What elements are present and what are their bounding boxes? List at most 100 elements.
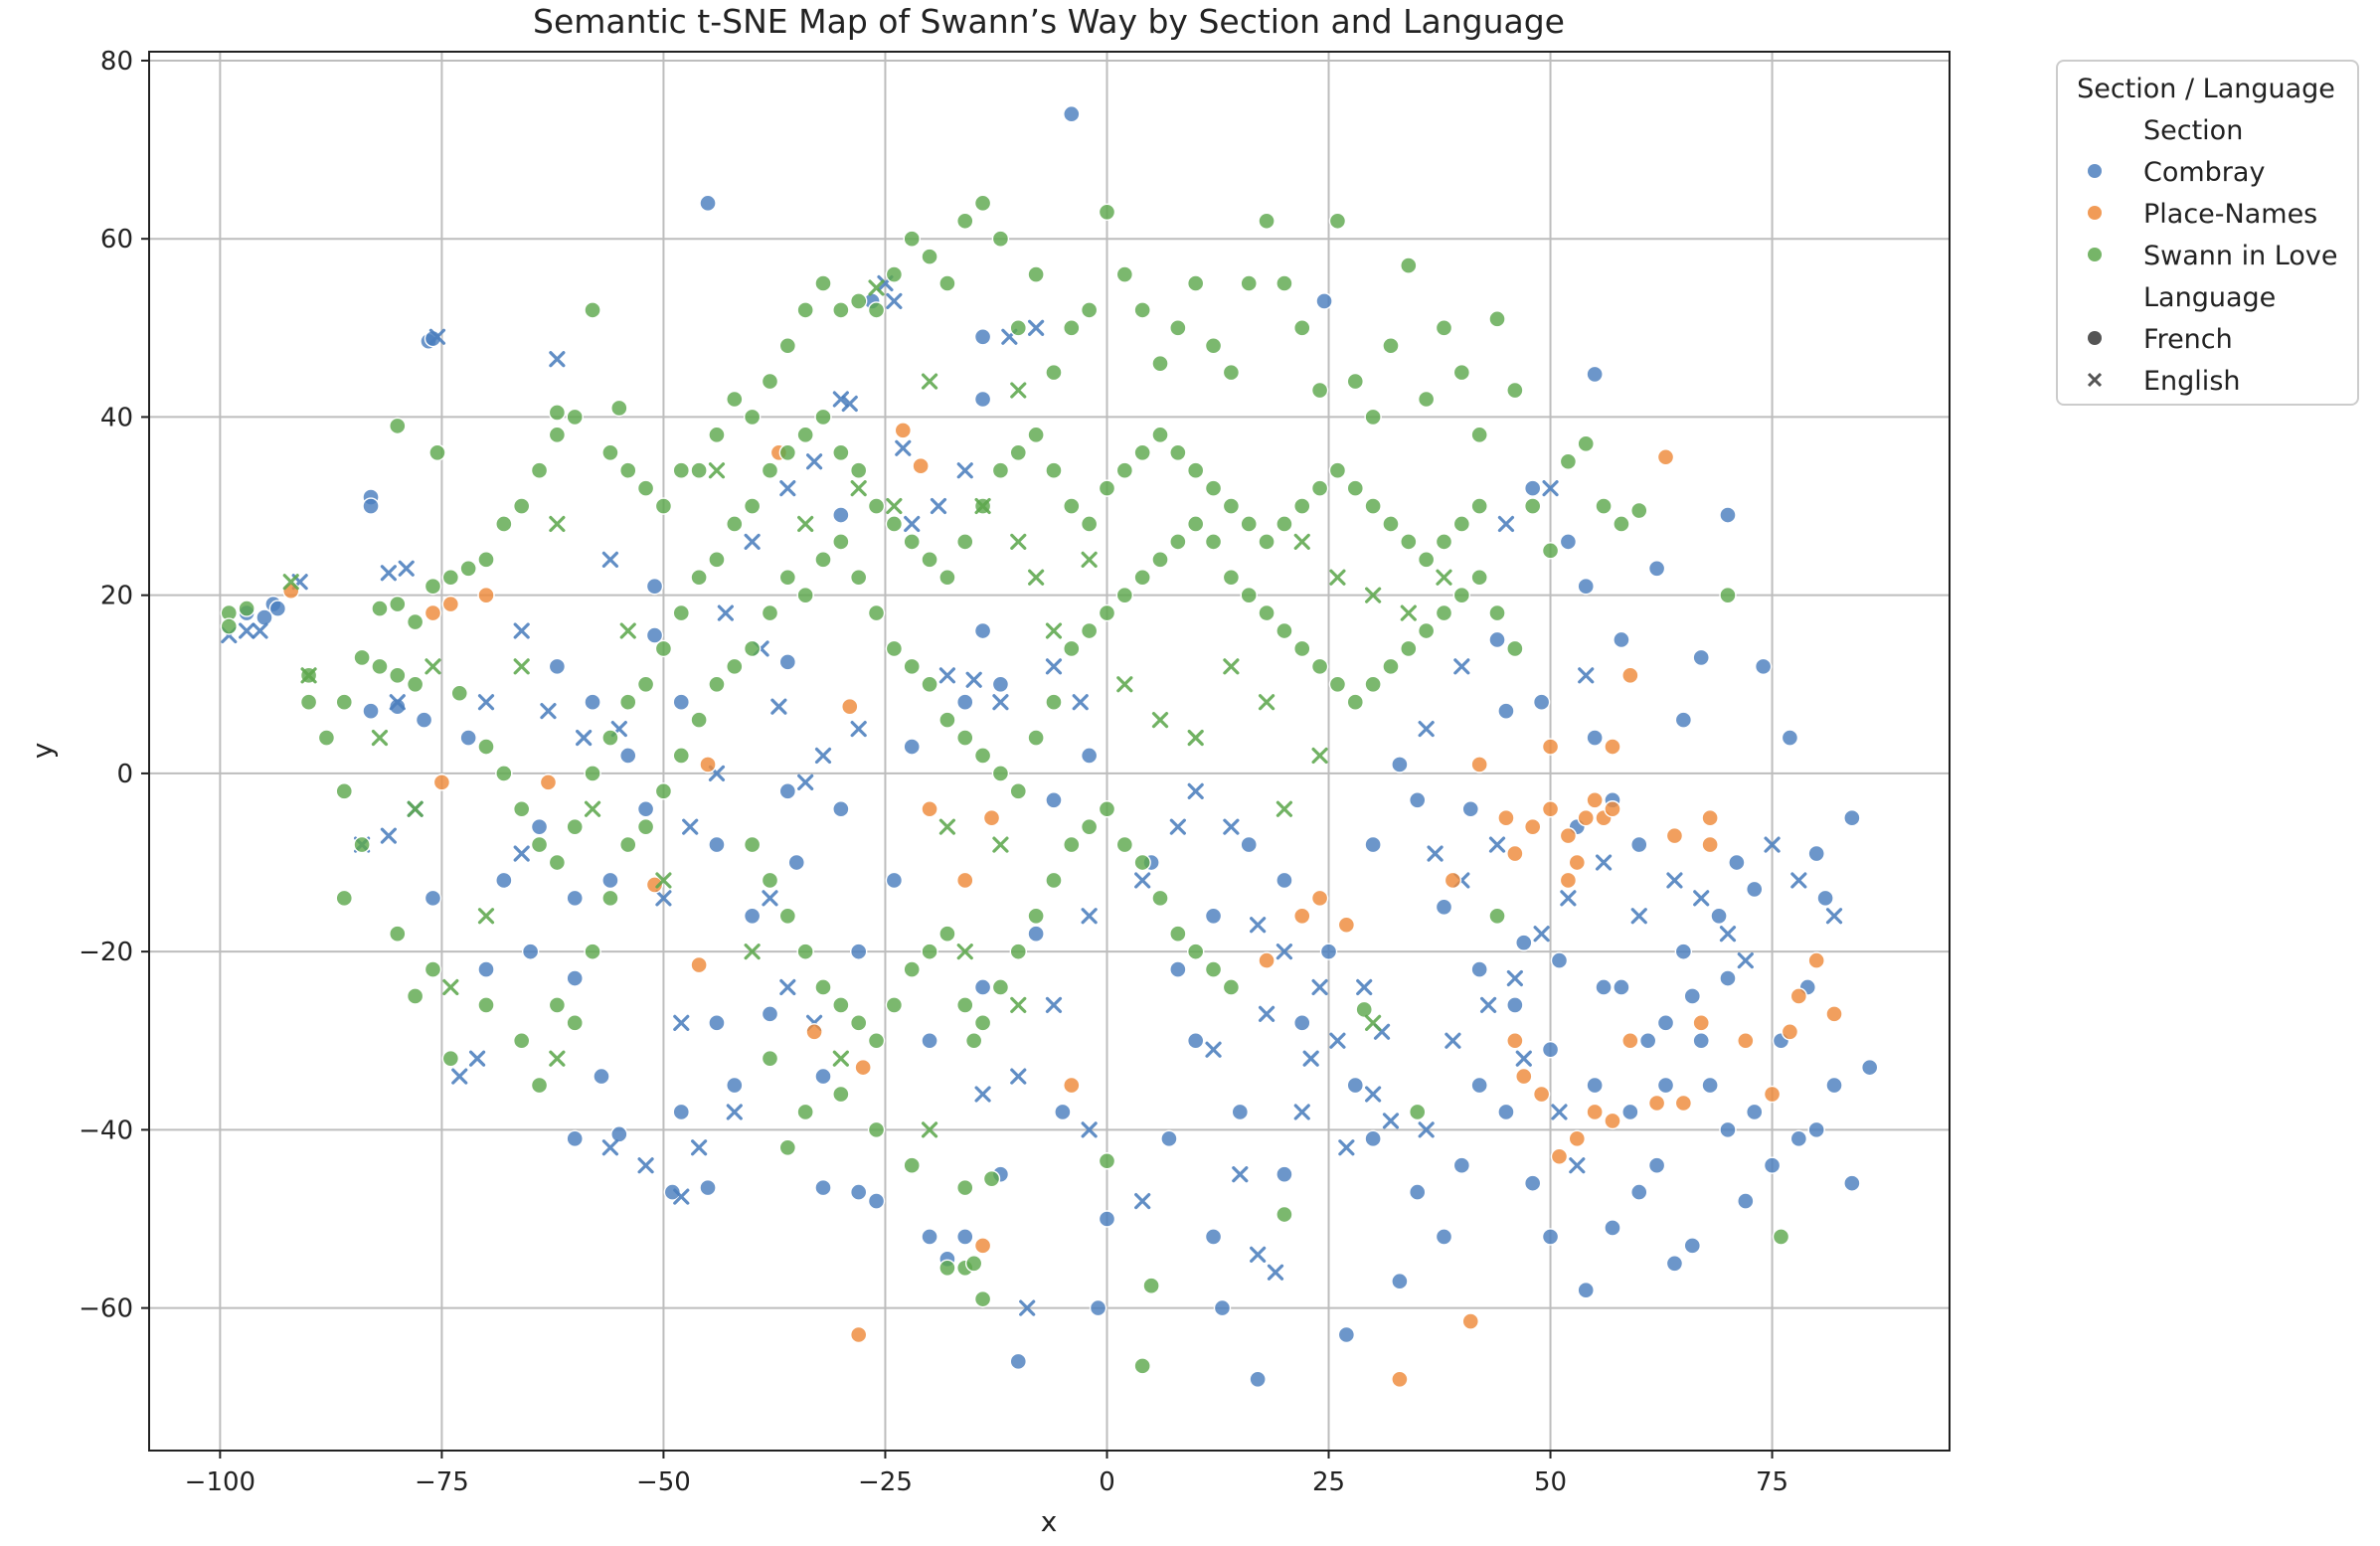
point-french-swann-in-love xyxy=(1328,461,1347,479)
point-french-swann-in-love xyxy=(921,551,938,569)
point-french-combray xyxy=(1231,1103,1250,1121)
point-french-swann-in-love xyxy=(726,657,744,676)
point-french-swann-in-love xyxy=(796,301,814,319)
series-swann-in-love-french xyxy=(220,194,1790,1375)
point-french-combray xyxy=(1249,1370,1267,1389)
point-french-swann-in-love xyxy=(1115,835,1134,854)
point-french-swann-in-love xyxy=(654,782,673,800)
point-french-swann-in-love xyxy=(654,497,673,515)
point-french-swann-in-love xyxy=(1293,319,1311,337)
point-french-combray xyxy=(1683,987,1701,1005)
point-english-combray xyxy=(1081,908,1098,925)
point-french-combray xyxy=(849,1183,868,1201)
point-french-swann-in-love xyxy=(1275,274,1293,292)
point-french-swann-in-love xyxy=(1204,533,1223,551)
point-french-swann-in-love xyxy=(1151,889,1169,908)
point-french-combray xyxy=(1027,925,1045,943)
point-french-combray xyxy=(1391,756,1409,773)
point-french-swann-in-love xyxy=(371,600,389,617)
point-french-swann-in-love xyxy=(1310,479,1329,497)
point-french-swann-in-love xyxy=(530,1076,549,1095)
point-english-combray xyxy=(1630,908,1647,925)
y-tick-label: −20 xyxy=(79,938,133,967)
point-french-swann-in-love xyxy=(973,1014,992,1032)
point-french-swann-in-love xyxy=(1204,337,1223,355)
point-french-swann-in-love xyxy=(708,426,726,444)
point-french-swann-in-love xyxy=(885,996,904,1014)
point-french-combray xyxy=(1204,1228,1223,1246)
point-english-combray xyxy=(1569,1157,1586,1174)
point-french-swann-in-love xyxy=(1559,452,1578,470)
point-french-swann-in-love xyxy=(530,835,549,854)
point-french-place-names xyxy=(1568,853,1587,872)
point-french-place-names xyxy=(1789,987,1808,1005)
point-english-swann-in-love xyxy=(407,800,424,817)
point-french-combray xyxy=(1364,1129,1382,1148)
point-french-combray xyxy=(991,675,1010,693)
point-english-combray xyxy=(1134,872,1151,889)
point-french-swann-in-love xyxy=(1258,603,1275,622)
point-french-swann-in-love xyxy=(1400,257,1418,274)
point-english-combray xyxy=(1072,694,1089,711)
point-french-swann-in-love xyxy=(1027,907,1045,925)
point-french-swann-in-love xyxy=(1240,515,1258,533)
point-french-swann-in-love xyxy=(406,675,425,693)
point-french-combray xyxy=(1692,1032,1710,1050)
point-english-swann-in-love xyxy=(708,462,726,479)
point-french-swann-in-love xyxy=(1275,1205,1293,1224)
point-english-swann-in-love xyxy=(442,978,459,996)
point-french-place-names xyxy=(1604,800,1621,818)
point-french-combray xyxy=(1524,1174,1542,1192)
point-french-swann-in-love xyxy=(1258,533,1275,551)
point-french-swann-in-love xyxy=(991,765,1010,782)
point-english-combray xyxy=(1302,1050,1319,1067)
point-english-combray xyxy=(717,604,734,621)
point-french-swann-in-love xyxy=(389,595,407,613)
point-french-swann-in-love xyxy=(299,693,318,711)
point-french-swann-in-love xyxy=(406,612,425,631)
point-french-place-names xyxy=(1586,791,1604,809)
point-french-place-names xyxy=(854,1058,872,1077)
point-french-swann-in-love xyxy=(964,1255,983,1273)
point-english-combray xyxy=(1719,926,1737,943)
point-english-swann-in-love xyxy=(1010,533,1027,550)
point-french-combray xyxy=(1409,791,1427,809)
point-french-swann-in-love xyxy=(636,817,655,836)
axis-ticks: −100 −75 −50 −25 0 25 50 75 −60 −40 −20 0 20 40 60 80 xyxy=(79,47,1788,1497)
point-french-swann-in-love xyxy=(1240,274,1258,292)
point-english-combray xyxy=(1010,1068,1027,1085)
point-french-swann-in-love xyxy=(1186,461,1205,479)
point-english-combray xyxy=(1187,782,1204,799)
point-french-swann-in-love xyxy=(796,426,814,444)
point-english-combray xyxy=(673,1188,690,1205)
point-english-swann-in-love xyxy=(938,818,956,835)
point-french-swann-in-love xyxy=(867,603,886,622)
point-french-combray xyxy=(1559,533,1578,551)
point-french-combray xyxy=(1532,693,1551,711)
point-french-place-names xyxy=(1586,1103,1604,1121)
point-french-swann-in-love xyxy=(1630,501,1648,520)
point-french-swann-in-love xyxy=(708,675,726,693)
point-french-swann-in-love xyxy=(1027,426,1045,444)
point-english-combray xyxy=(832,391,849,408)
point-french-swann-in-love xyxy=(1222,978,1241,996)
point-french-swann-in-love xyxy=(761,372,779,391)
point-french-swann-in-love xyxy=(1400,533,1418,551)
point-french-combray xyxy=(663,1183,682,1201)
point-french-combray xyxy=(1630,835,1648,854)
point-french-swann-in-love xyxy=(1613,515,1630,533)
point-english-combray xyxy=(1223,818,1240,835)
point-english-combray xyxy=(904,515,921,533)
point-french-swann-in-love xyxy=(1151,354,1169,373)
point-english-swann-in-love xyxy=(1187,729,1204,747)
point-english-swann-in-love xyxy=(1151,712,1169,729)
point-english-combray xyxy=(895,439,912,456)
point-english-combray xyxy=(1382,1113,1400,1129)
point-french-combray xyxy=(1186,1032,1205,1050)
point-french-combray xyxy=(1470,1076,1488,1095)
point-french-combray xyxy=(1728,853,1746,872)
point-french-swann-in-love xyxy=(796,943,814,960)
series-place-names-french xyxy=(282,422,1843,1389)
point-french-swann-in-love xyxy=(495,515,513,533)
